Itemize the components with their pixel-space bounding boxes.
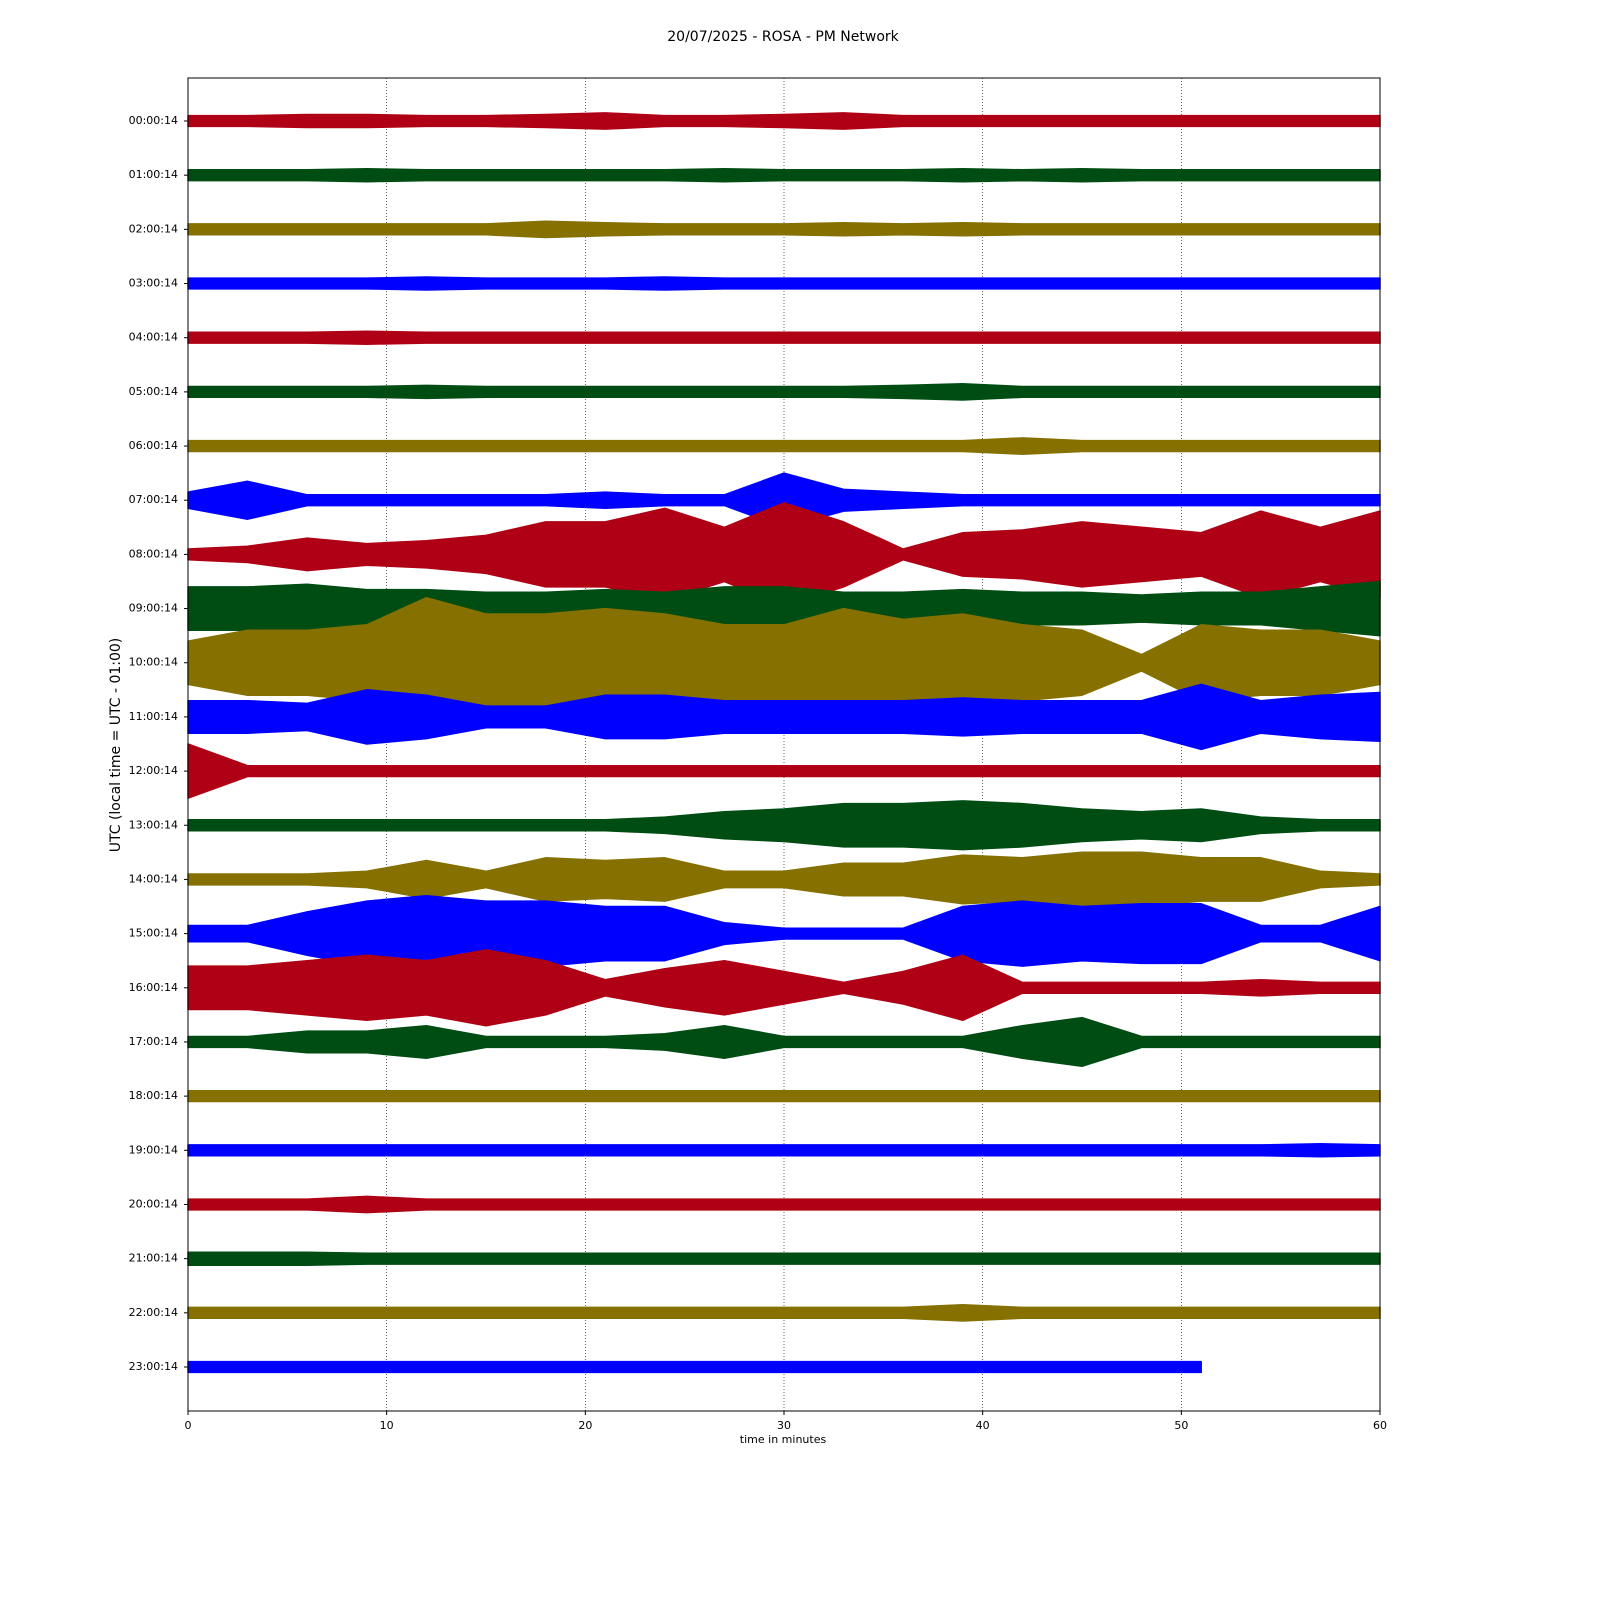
y-tick-label: 13:00:14 bbox=[129, 818, 178, 831]
trace bbox=[187, 276, 1381, 291]
x-tick-label: 0 bbox=[185, 1419, 192, 1432]
y-tick-label: 18:00:14 bbox=[129, 1089, 178, 1102]
y-tick-label: 08:00:14 bbox=[129, 547, 178, 560]
x-tick-label: 50 bbox=[1174, 1419, 1188, 1432]
trace bbox=[187, 1303, 1381, 1322]
trace bbox=[187, 112, 1381, 130]
y-tick-label: 04:00:14 bbox=[129, 331, 178, 344]
y-tick-label: 22:00:14 bbox=[129, 1306, 178, 1319]
y-tick-label: 00:00:14 bbox=[129, 114, 178, 127]
chart-title: 20/07/2025 - ROSA - PM Network bbox=[667, 29, 899, 45]
y-tick-label: 03:00:14 bbox=[129, 277, 178, 290]
trace bbox=[187, 330, 1381, 345]
trace bbox=[187, 220, 1381, 239]
trace bbox=[187, 167, 1381, 183]
y-tick-label: 21:00:14 bbox=[129, 1252, 178, 1265]
trace bbox=[187, 1089, 1381, 1103]
y-tick-label: 02:00:14 bbox=[129, 222, 178, 235]
trace bbox=[187, 1195, 1381, 1214]
trace bbox=[187, 743, 1381, 799]
y-tick-label: 20:00:14 bbox=[129, 1197, 178, 1210]
y-tick-label: 06:00:14 bbox=[129, 439, 178, 452]
x-tick-label: 30 bbox=[777, 1419, 791, 1432]
y-tick-label: 10:00:14 bbox=[129, 656, 178, 669]
y-tick-label: 01:00:14 bbox=[129, 168, 178, 181]
y-tick-label: 15:00:14 bbox=[129, 927, 178, 940]
y-axis-label: UTC (local time = UTC - 01:00) bbox=[108, 638, 124, 853]
trace bbox=[187, 1143, 1381, 1158]
x-tick-label: 60 bbox=[1373, 1419, 1387, 1432]
y-tick-label: 05:00:14 bbox=[129, 385, 178, 398]
y-tick-label: 17:00:14 bbox=[129, 1035, 178, 1048]
y-tick-label: 23:00:14 bbox=[129, 1360, 178, 1373]
y-tick-label: 19:00:14 bbox=[129, 1143, 178, 1156]
y-tick-label: 07:00:14 bbox=[129, 493, 178, 506]
x-axis-label: time in minutes bbox=[740, 1433, 827, 1446]
y-tick-label: 14:00:14 bbox=[129, 872, 178, 885]
trace bbox=[187, 382, 1381, 401]
x-tick-label: 40 bbox=[976, 1419, 990, 1432]
trace bbox=[187, 1016, 1381, 1068]
y-tick-label: 16:00:14 bbox=[129, 981, 178, 994]
plot-frame bbox=[187, 77, 1381, 1412]
trace bbox=[187, 1251, 1381, 1266]
y-tick-label: 12:00:14 bbox=[129, 764, 178, 777]
trace bbox=[187, 437, 1381, 455]
x-tick-label: 20 bbox=[578, 1419, 592, 1432]
trace bbox=[187, 1360, 1202, 1374]
y-tick-label: 11:00:14 bbox=[129, 710, 178, 723]
x-tick-label: 10 bbox=[380, 1419, 394, 1432]
y-tick-label: 09:00:14 bbox=[129, 602, 178, 615]
trace bbox=[187, 851, 1381, 908]
trace bbox=[187, 800, 1381, 851]
